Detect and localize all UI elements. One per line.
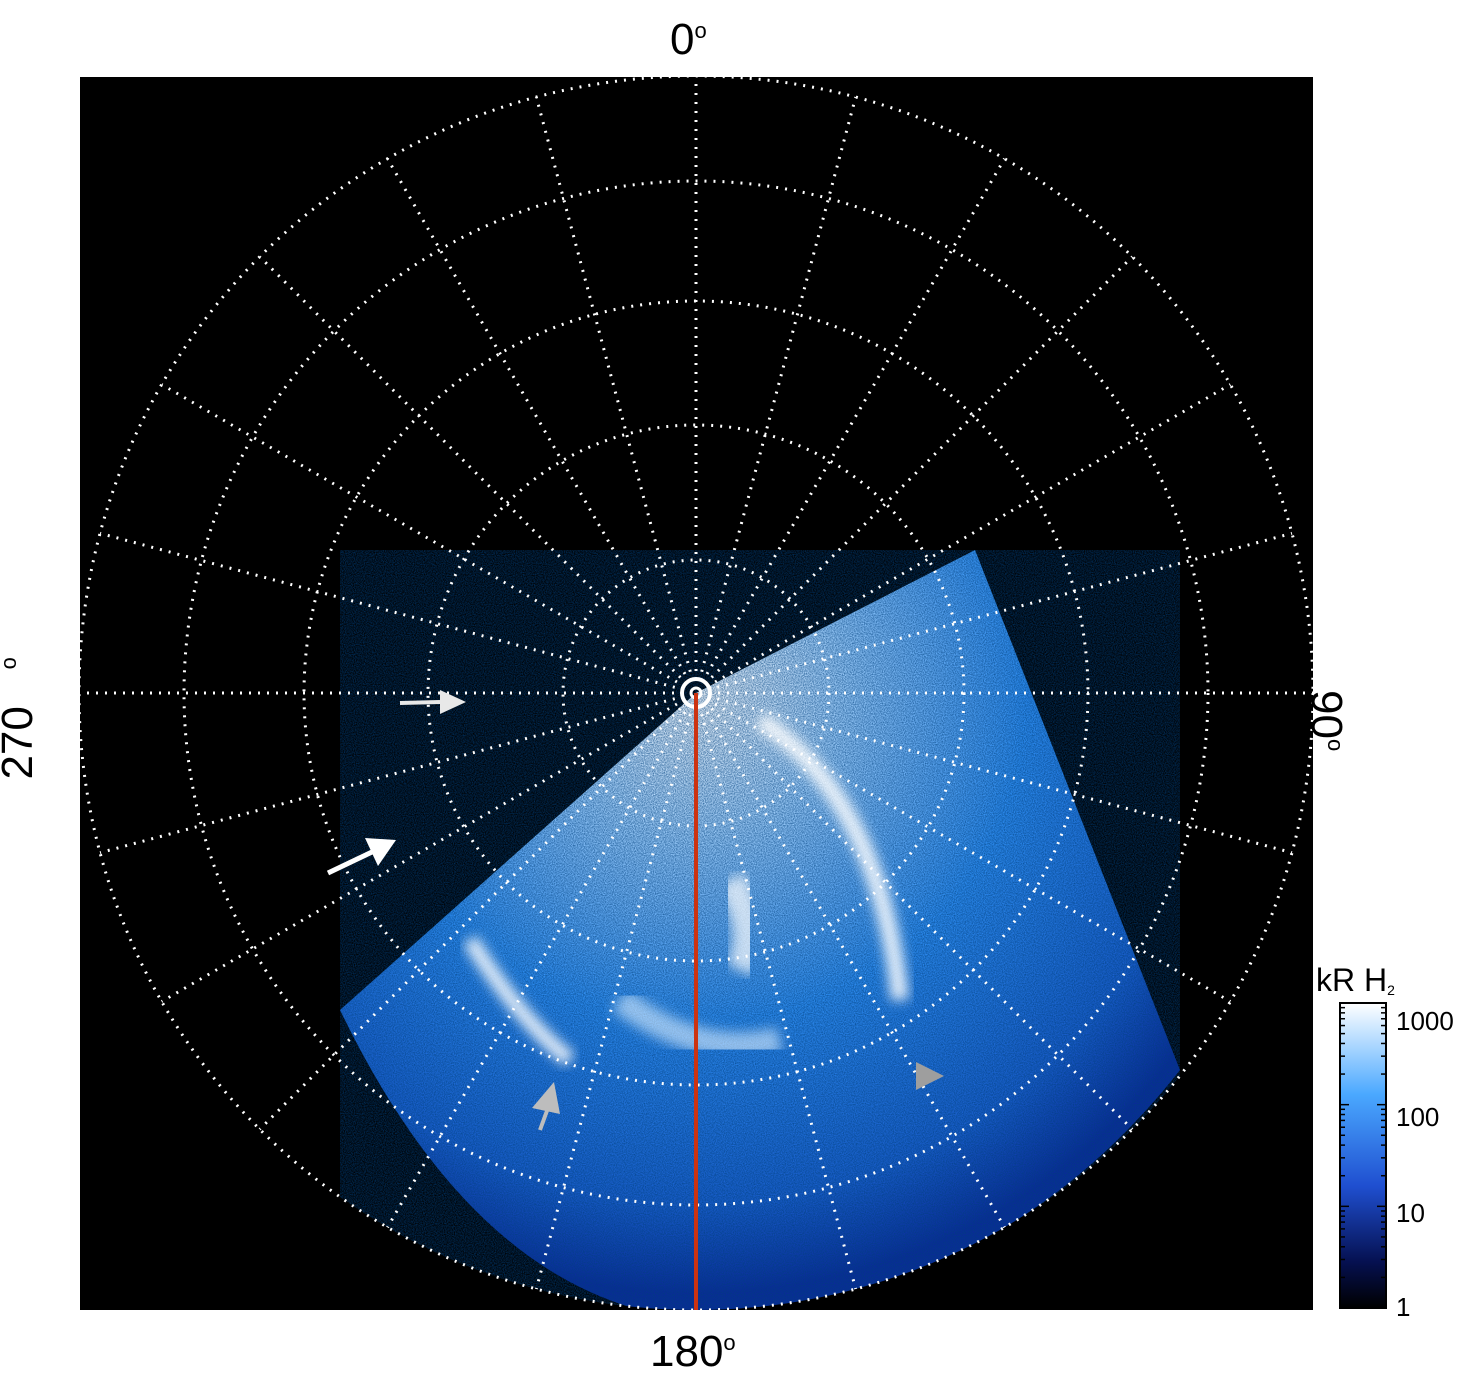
grid-spoke [258, 707, 682, 1131]
colorbar-tick-1000: 1000 [1396, 1006, 1454, 1036]
colorbar-gradient [1339, 1002, 1387, 1309]
grid-spoke [716, 697, 1293, 855]
axis-label-top: 0o [670, 15, 707, 64]
grid-spoke [99, 531, 676, 689]
gray-arrow-right [916, 1062, 944, 1090]
colorbar-title: kR H2 [1316, 962, 1395, 998]
grid-spoke [716, 531, 1293, 689]
grid-spoke [258, 255, 682, 679]
grid-spoke [386, 157, 687, 675]
white-arrow-upper [399, 690, 466, 714]
grid-spoke [160, 383, 678, 684]
colorbar-tick-1: 1 [1396, 1292, 1411, 1322]
grid-spoke [714, 702, 1232, 1003]
grid-spoke [700, 713, 858, 1290]
grid-spoke [160, 702, 678, 1003]
colorbar-tick-100: 100 [1396, 1102, 1440, 1132]
grid-spoke [705, 157, 1006, 675]
colorbar [1339, 1002, 1387, 1309]
grid-spoke [700, 96, 858, 673]
axis-label-bottom: 180o [650, 1327, 736, 1376]
colorbar-tick-10: 10 [1396, 1198, 1425, 1228]
gray-arrow-left [532, 1082, 560, 1131]
grid-spoke [710, 707, 1134, 1131]
grid-spoke [714, 383, 1232, 684]
grid-spoke [534, 713, 692, 1290]
axis-label-right: 90o [1302, 690, 1351, 752]
grid-spoke [99, 697, 676, 855]
white-arrow-lower [326, 838, 396, 876]
aurora-emission [340, 550, 1180, 1310]
grid-spoke [705, 711, 1006, 1229]
grid-spoke [386, 711, 687, 1229]
grid-spoke [534, 96, 692, 673]
grid-spoke [710, 255, 1134, 679]
